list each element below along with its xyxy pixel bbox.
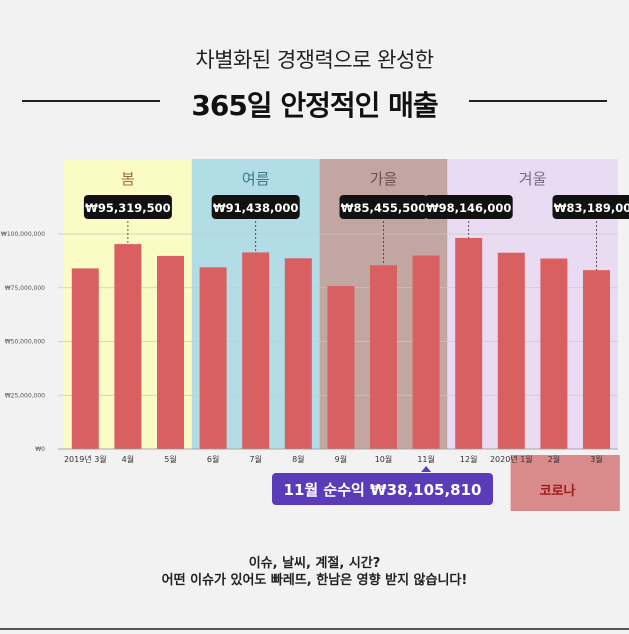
- x-tick-label-0: 2019년 3월: [64, 454, 107, 464]
- covid-label: 코로나: [540, 483, 576, 499]
- x-tick-label-5: 8월: [292, 454, 304, 464]
- bar-3: [199, 267, 227, 449]
- footer-line-1: 이슈, 날씨, 계절, 시간?: [248, 556, 381, 571]
- bar-6: [327, 286, 355, 449]
- bar-9: [455, 237, 483, 449]
- callout-box-1: [211, 195, 300, 219]
- bar-10: [497, 252, 525, 449]
- sales-bar-chart: 봄 여름 가을 겨울 ₩0 ₩25,000,000 ₩50,000,000 ₩75,000,0…: [1, 159, 629, 511]
- y-tick-label-3: ₩75,000,000: [5, 285, 45, 292]
- bar-7: [370, 265, 397, 449]
- highlight-pointer: [421, 466, 432, 472]
- x-tick-label-8: 11월: [417, 454, 435, 464]
- y-tick-label-1: ₩25,000,000: [5, 392, 45, 399]
- highlight-label: 11월 순수익 ₩38,105,810: [284, 481, 482, 499]
- page-subtitle: 차별화된 경쟁력으로 완성한: [195, 48, 434, 72]
- bar-0: [71, 268, 99, 449]
- callout-box-3: [424, 195, 513, 219]
- x-tick-label-9: 12월: [460, 454, 478, 464]
- bar-5: [284, 258, 312, 449]
- covid-box: [510, 455, 620, 511]
- season-label-1: 여름: [242, 170, 270, 188]
- callout-box-2: [339, 195, 428, 219]
- x-tick-label-2: 5월: [164, 454, 176, 464]
- x-tick-label-7: 10월: [375, 454, 393, 464]
- bar-11: [540, 258, 568, 449]
- x-tick-label-1: 4월: [122, 454, 134, 464]
- bar-1: [114, 244, 142, 449]
- x-tick-label-10: 2020년 1월: [490, 454, 533, 464]
- callout-label-1: ₩91,438,000: [213, 201, 298, 215]
- x-tick-label-11: 2월: [548, 454, 560, 464]
- x-tick-label-6: 9월: [335, 454, 347, 464]
- footer-line-2: 어떤 이슈가 있어도 빠레뜨, 한남은 영향 받지 않습니다!: [161, 573, 468, 588]
- bar-12: [583, 270, 610, 449]
- title-right-rule: [469, 100, 607, 102]
- bar-4: [242, 252, 270, 449]
- y-tick-label-4: ₩100,000,000: [1, 231, 45, 238]
- callout-label-2: ₩85,455,500: [341, 201, 426, 215]
- bar-8: [412, 255, 440, 449]
- y-tick-label-0: ₩0: [35, 446, 45, 453]
- callout-box-4: [552, 195, 629, 219]
- callout-label-3: ₩98,146,000: [426, 201, 511, 215]
- season-label-2: 가을: [370, 170, 398, 188]
- page-title: 365일 안정적인 매출: [191, 89, 438, 122]
- bar-2: [157, 255, 184, 449]
- x-tick-label-3: 6월: [207, 454, 219, 464]
- bottom-divider: [0, 628, 629, 630]
- title-left-rule: [22, 100, 160, 102]
- callout-label-0: ₩95,319,500: [85, 201, 170, 215]
- page-title-block: 365일 안정적인 매출: [22, 84, 607, 122]
- season-label-3: 겨울: [519, 170, 547, 188]
- y-tick-label-2: ₩50,000,000: [5, 339, 45, 346]
- highlight-box: [272, 473, 493, 505]
- season-label-0: 봄: [121, 170, 135, 188]
- callout-label-4: ₩83,189,000: [554, 201, 629, 215]
- x-tick-label-4: 7월: [249, 454, 261, 464]
- callout-box-0: [83, 195, 172, 219]
- x-tick-label-12: 3월: [590, 454, 602, 464]
